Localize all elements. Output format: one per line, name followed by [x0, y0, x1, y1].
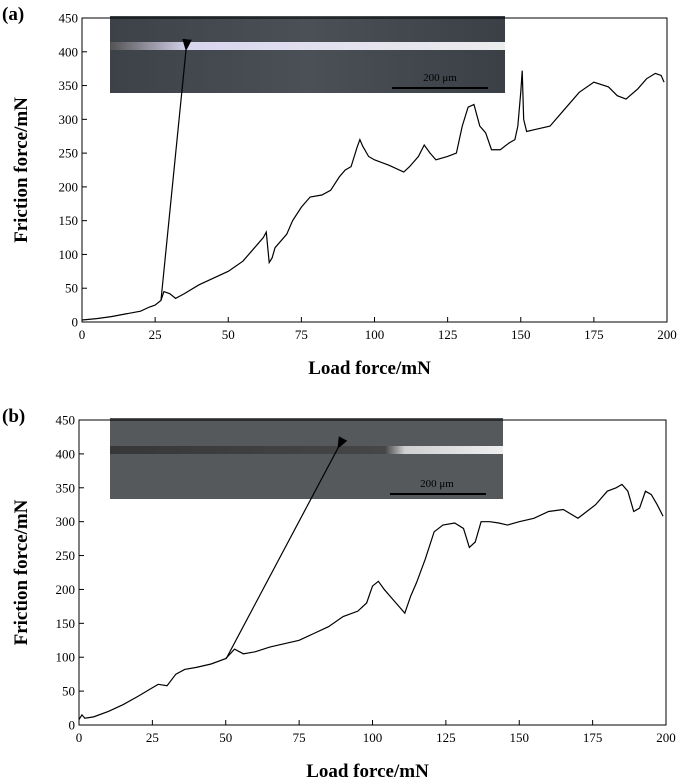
y-tick-label: 250 [59, 146, 79, 161]
y-tick-label: 50 [62, 684, 75, 699]
x-tick-label: 50 [219, 730, 232, 745]
y-tick-label: 400 [59, 44, 79, 59]
y-tick-label: 350 [59, 78, 79, 93]
inset-image [110, 16, 505, 93]
y-tick-label: 100 [56, 650, 76, 665]
x-axis-title: Load force/mN [306, 761, 429, 782]
x-tick-label: 100 [365, 327, 385, 342]
x-tick-label: 50 [222, 327, 235, 342]
panel-label: (b) [2, 406, 25, 427]
x-tick-label: 75 [295, 327, 308, 342]
x-tick-label: 200 [657, 327, 677, 342]
y-tick-label: 200 [59, 179, 79, 194]
y-tick-label: 350 [56, 480, 76, 495]
y-tick-label: 400 [56, 446, 76, 461]
x-tick-label: 25 [149, 327, 162, 342]
y-tick-label: 250 [56, 548, 76, 563]
y-axis-title: Friction force/mN [11, 97, 32, 243]
y-tick-label: 150 [59, 213, 79, 228]
x-tick-label: 200 [656, 730, 676, 745]
data-line [78, 483, 664, 720]
y-tick-label: 200 [56, 582, 76, 597]
y-tick-label: 300 [59, 112, 79, 127]
inset-image [110, 418, 503, 499]
x-tick-label: 175 [583, 730, 603, 745]
y-axis-title: Friction force/mN [11, 499, 32, 645]
y-tick-label: 0 [69, 718, 76, 733]
x-tick-label: 125 [436, 730, 456, 745]
inset-scale-label: 200 μm [420, 478, 454, 490]
x-tick-label: 0 [79, 327, 86, 342]
x-tick-label: 25 [146, 730, 159, 745]
x-tick-label: 125 [438, 327, 458, 342]
y-tick-label: 450 [56, 413, 76, 428]
y-tick-label: 150 [56, 616, 76, 631]
arrow [225, 436, 348, 660]
y-tick-label: 450 [59, 11, 79, 26]
x-tick-label: 150 [511, 327, 531, 342]
x-axis-title: Load force/mN [308, 358, 431, 379]
x-tick-label: 175 [584, 327, 604, 342]
y-tick-label: 300 [56, 514, 76, 529]
y-tick-label: 100 [59, 247, 79, 262]
x-tick-label: 75 [293, 730, 306, 745]
inset-scale-label: 200 μm [423, 72, 457, 84]
x-tick-label: 0 [76, 730, 83, 745]
x-tick-label: 150 [510, 730, 530, 745]
panel-label: (a) [2, 4, 24, 25]
x-tick-label: 100 [363, 730, 383, 745]
y-tick-label: 50 [65, 281, 78, 296]
data-line [81, 70, 665, 321]
y-tick-label: 0 [72, 315, 79, 330]
arrow [160, 38, 192, 301]
